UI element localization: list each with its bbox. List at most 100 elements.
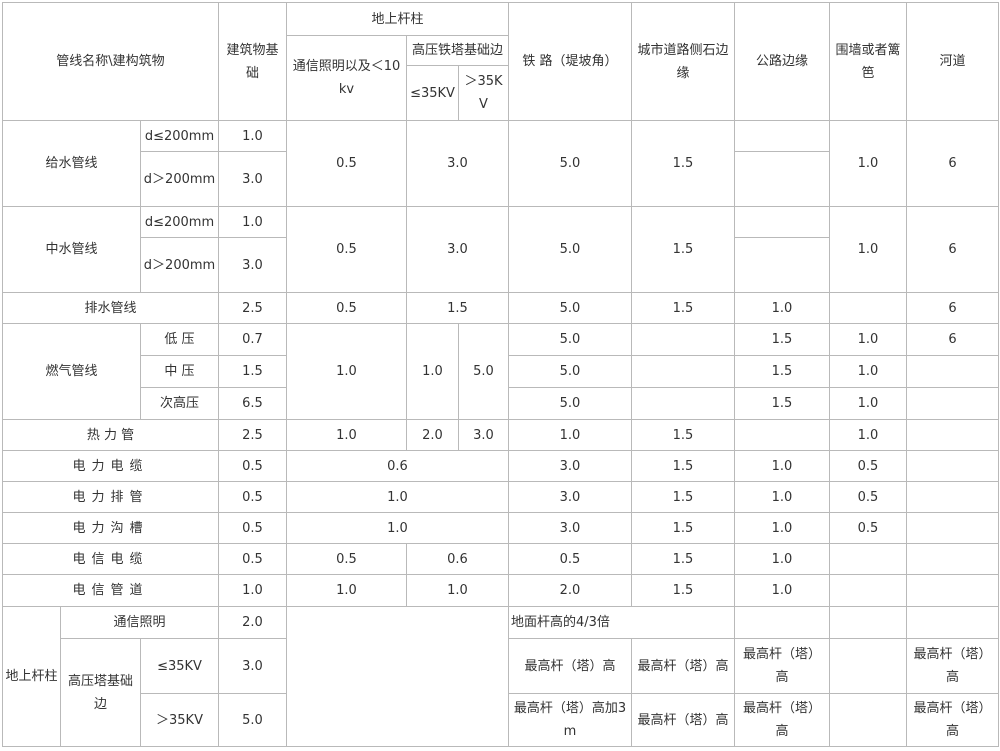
gas-comm: 1.0 xyxy=(286,323,407,420)
reclaim-sub-large: d＞200mm xyxy=(140,237,219,293)
heat-curb: 1.5 xyxy=(631,419,735,451)
pole-comm-label: 通信照明 xyxy=(60,606,219,639)
telecom-duct-wall xyxy=(829,574,907,607)
telecom-cable-curb: 1.5 xyxy=(631,543,735,575)
reclaim-sub-small: d≤200mm xyxy=(140,206,219,238)
header-le35kv: ≤35KV xyxy=(406,65,459,121)
power-duct-rail: 3.0 xyxy=(508,481,632,513)
pole-comm-wall xyxy=(829,606,907,639)
power-cable-pole: 0.6 xyxy=(286,450,509,482)
water-rail: 5.0 xyxy=(508,120,632,207)
reclaim-highway-small xyxy=(734,206,830,238)
reclaim-hv: 3.0 xyxy=(406,206,509,293)
pole-le35-river: 最高杆（塔）高 xyxy=(906,638,999,694)
reclaim-building-small: 1.0 xyxy=(218,206,287,238)
power-cable-building: 0.5 xyxy=(218,450,287,482)
pole-le35-wall xyxy=(829,638,907,694)
header-hv-tower: 高压铁塔基础边 xyxy=(406,35,509,66)
water-highway-small xyxy=(734,120,830,152)
drain-curb: 1.5 xyxy=(631,292,735,324)
reclaim-curb: 1.5 xyxy=(631,206,735,293)
pole-le35-building: 3.0 xyxy=(218,638,287,694)
pole-gt35-highway: 最高杆（塔）高 xyxy=(734,693,830,747)
header-railway: 铁 路（堤坡角） xyxy=(508,2,632,121)
water-curb: 1.5 xyxy=(631,120,735,207)
power-cable-rail: 3.0 xyxy=(508,450,632,482)
water-wall: 1.0 xyxy=(829,120,907,207)
gas-wall-subhigh: 1.0 xyxy=(829,387,907,420)
heat-rail: 1.0 xyxy=(508,419,632,451)
water-highway-large xyxy=(734,151,830,207)
telecom-cable-rail: 0.5 xyxy=(508,543,632,575)
heat-comm: 1.0 xyxy=(286,419,407,451)
water-hv: 3.0 xyxy=(406,120,509,207)
power-trench-curb: 1.5 xyxy=(631,512,735,544)
power-cable-highway: 1.0 xyxy=(734,450,830,482)
telecom-cable-highway: 1.0 xyxy=(734,543,830,575)
power-duct-pole: 1.0 xyxy=(286,481,509,513)
gas-river-low: 6 xyxy=(906,323,999,356)
row-label-telecom-duct: 电信管道 xyxy=(2,574,219,607)
header-building-foundation: 建筑物基础 xyxy=(218,2,287,121)
telecom-cable-building: 0.5 xyxy=(218,543,287,575)
row-label-power-cable: 电力电缆 xyxy=(2,450,219,482)
water-building-large: 3.0 xyxy=(218,151,287,207)
row-label-water: 给水管线 xyxy=(2,120,141,207)
heat-highway xyxy=(734,419,830,451)
row-label-drainage: 排水管线 xyxy=(2,292,219,324)
water-river: 6 xyxy=(906,120,999,207)
telecom-cable-comm: 0.5 xyxy=(286,543,407,575)
power-trench-highway: 1.0 xyxy=(734,512,830,544)
pole-gt35-rail: 最高杆（塔）高加3m xyxy=(508,693,632,747)
header-pipeline-name: 管线名称\建构筑物 xyxy=(2,2,219,121)
gas-curb-low xyxy=(631,323,735,356)
row-label-heat: 热 力 管 xyxy=(2,419,219,451)
drain-building: 2.5 xyxy=(218,292,287,324)
power-trench-river xyxy=(906,512,999,544)
power-trench-rail: 3.0 xyxy=(508,512,632,544)
drain-rail: 5.0 xyxy=(508,292,632,324)
header-comm-lighting: 通信照明以及＜10kv xyxy=(286,35,407,121)
header-city-road-curb: 城市道路侧石边缘 xyxy=(631,2,735,121)
gas-rail-subhigh: 5.0 xyxy=(508,387,632,420)
pole-comm-highway xyxy=(734,606,830,639)
reclaim-river: 6 xyxy=(906,206,999,293)
gas-highway-low: 1.5 xyxy=(734,323,830,356)
heat-river xyxy=(906,419,999,451)
power-duct-wall: 0.5 xyxy=(829,481,907,513)
row-label-power-trench: 电力沟槽 xyxy=(2,512,219,544)
gas-rail-medium: 5.0 xyxy=(508,355,632,388)
heat-hv-gt35: 3.0 xyxy=(458,419,509,451)
pole-le35-rail: 最高杆（塔）高 xyxy=(508,638,632,694)
reclaim-rail: 5.0 xyxy=(508,206,632,293)
telecom-duct-hv: 1.0 xyxy=(406,574,509,607)
drain-highway: 1.0 xyxy=(734,292,830,324)
gas-sub-medium: 中 压 xyxy=(140,355,219,388)
header-gt35kv: ＞35KV xyxy=(458,65,509,121)
gas-sub-low: 低 压 xyxy=(140,323,219,356)
power-duct-river xyxy=(906,481,999,513)
drain-river: 6 xyxy=(906,292,999,324)
header-highway-edge: 公路边缘 xyxy=(734,2,830,121)
gas-rail-low: 5.0 xyxy=(508,323,632,356)
row-label-power-duct: 电力排管 xyxy=(2,481,219,513)
header-wall-fence: 围墙或者篱笆 xyxy=(829,2,907,121)
power-duct-curb: 1.5 xyxy=(631,481,735,513)
gas-building-subhigh: 6.5 xyxy=(218,387,287,420)
power-trench-building: 0.5 xyxy=(218,512,287,544)
gas-wall-medium: 1.0 xyxy=(829,355,907,388)
telecom-duct-highway: 1.0 xyxy=(734,574,830,607)
reclaim-highway-large xyxy=(734,237,830,293)
telecom-cable-wall xyxy=(829,543,907,575)
heat-hv-le35: 2.0 xyxy=(406,419,459,451)
gas-hv-gt35: 5.0 xyxy=(458,323,509,420)
pole-gt35-building: 5.0 xyxy=(218,693,287,747)
pole-le35-label: ≤35KV xyxy=(140,638,219,694)
pole-comm-building: 2.0 xyxy=(218,606,287,639)
gas-river-medium xyxy=(906,355,999,388)
pole-hv-label: 高压塔基础边 xyxy=(60,638,141,747)
telecom-cable-hv: 0.6 xyxy=(406,543,509,575)
row-label-overhead-pole: 地上杆柱 xyxy=(2,606,61,747)
telecom-duct-comm: 1.0 xyxy=(286,574,407,607)
